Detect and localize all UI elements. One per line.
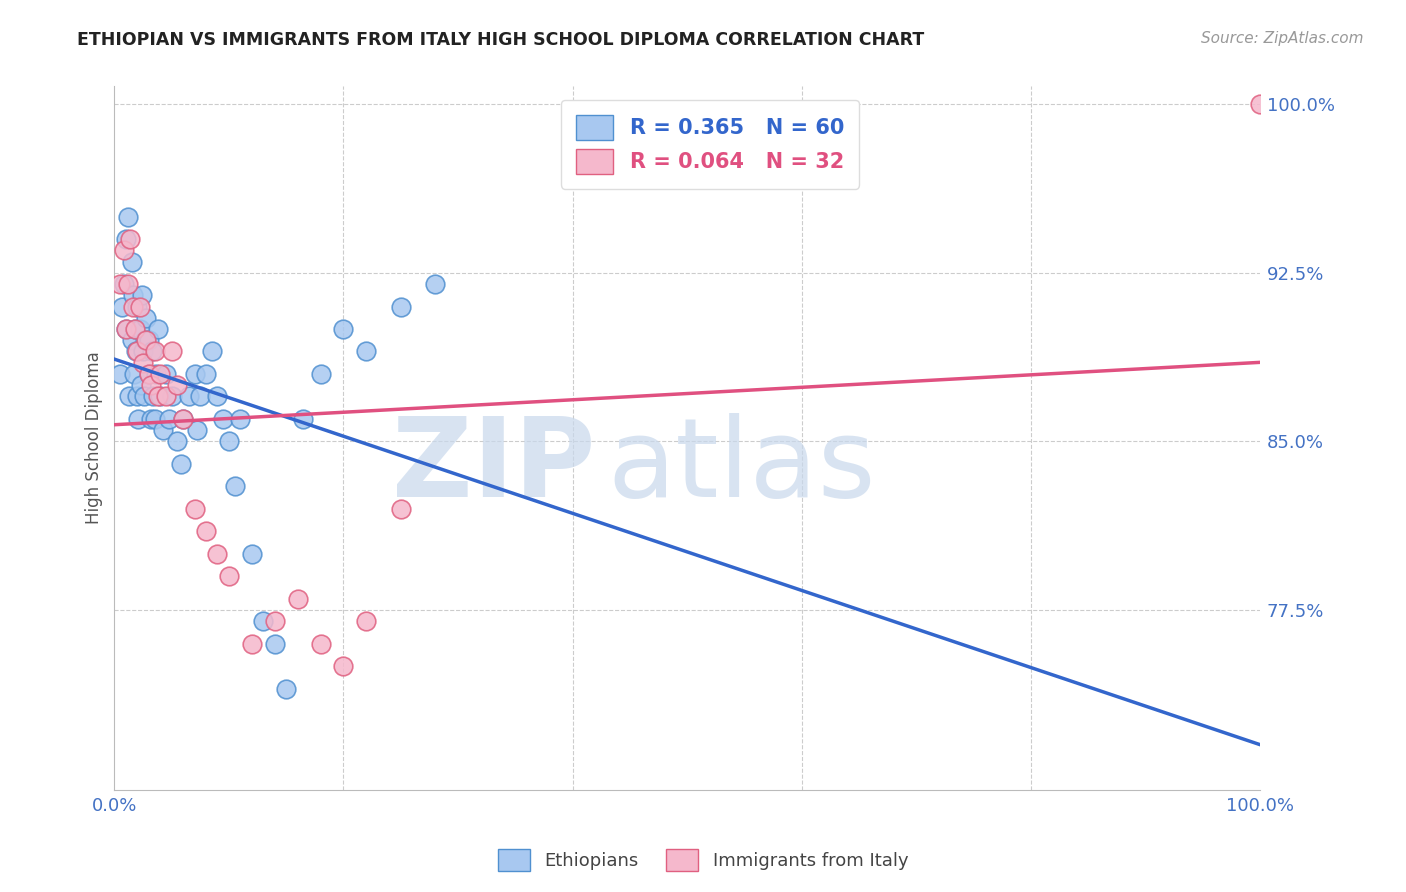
Point [112,277,135,291]
Point [142,389,165,403]
Point [134,333,156,347]
Point [332,659,354,673]
Point [155,367,177,381]
Point [121,254,143,268]
Point [115,322,138,336]
Point [172,412,194,426]
Point [132,344,155,359]
Point [218,569,240,583]
Point [229,412,252,426]
Point [124,322,146,336]
Point [207,547,229,561]
Point [224,479,246,493]
Point [146,389,169,403]
Point [218,434,240,449]
Point [356,344,378,359]
Point [143,344,166,359]
Point [212,412,235,426]
Point [149,367,172,381]
Point [139,412,162,426]
Point [287,591,309,606]
Point [252,614,274,628]
Point [309,367,332,381]
Point [124,322,146,336]
Point [177,389,200,403]
Point [121,300,143,314]
Point [207,389,229,403]
Point [117,277,139,291]
Point [127,389,149,403]
Point [118,389,141,403]
Point [195,367,218,381]
Point [240,547,263,561]
Point [115,232,138,246]
Point [120,232,142,246]
Point [117,210,139,224]
Point [134,389,156,403]
Point [166,378,188,392]
Point [111,300,134,314]
Point [292,412,315,426]
Point [160,344,183,359]
Point [149,389,172,403]
Point [141,344,163,359]
Point [157,412,180,426]
Point [125,344,148,359]
Point [135,310,157,325]
Point [170,457,193,471]
Text: ZIP: ZIP [392,413,596,520]
Point [240,636,263,650]
Point [131,288,153,302]
Point [135,333,157,347]
Point [127,344,149,359]
Point [188,389,211,403]
Point [389,300,412,314]
Point [309,636,332,650]
Point [186,423,208,437]
Point [166,434,188,449]
Point [145,367,167,381]
Point [183,367,205,381]
Point [121,288,143,302]
Legend: R = 0.365   N = 60, R = 0.064   N = 32: R = 0.365 N = 60, R = 0.064 N = 32 [561,100,859,188]
Text: ETHIOPIAN VS IMMIGRANTS FROM ITALY HIGH SCHOOL DIPLOMA CORRELATION CHART: ETHIOPIAN VS IMMIGRANTS FROM ITALY HIGH … [77,31,925,49]
Point [138,367,160,381]
Point [139,378,162,392]
Text: Source: ZipAtlas.com: Source: ZipAtlas.com [1201,31,1364,46]
Point [423,277,446,291]
Point [115,322,138,336]
Point [152,423,174,437]
Point [121,333,143,347]
Point [138,333,160,347]
Point [1249,97,1271,112]
Point [263,614,285,628]
Point [122,367,145,381]
Point [112,244,135,258]
Point [356,614,378,628]
Point [183,501,205,516]
Point [108,367,131,381]
Point [201,344,224,359]
Text: atlas: atlas [607,413,876,520]
Point [155,389,177,403]
Point [146,322,169,336]
Point [389,501,412,516]
Point [332,322,354,336]
Point [195,524,218,539]
Point [276,681,298,696]
Point [127,412,149,426]
Point [132,356,155,370]
Point [138,367,160,381]
Y-axis label: High School Diploma: High School Diploma [86,351,103,524]
Point [143,412,166,426]
Point [263,636,285,650]
Point [172,412,194,426]
Point [160,389,183,403]
Legend: Ethiopians, Immigrants from Italy: Ethiopians, Immigrants from Italy [491,842,915,879]
Point [129,378,152,392]
Point [127,300,149,314]
Point [128,322,150,336]
Point [108,277,131,291]
Point [128,300,150,314]
